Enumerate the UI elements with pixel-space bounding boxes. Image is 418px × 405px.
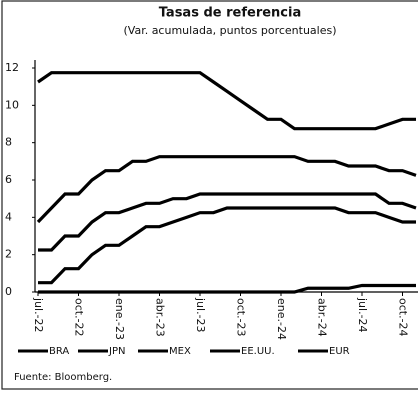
legend-label: EE.UU. bbox=[241, 346, 275, 357]
x-tick-label: oct.-24 bbox=[397, 298, 410, 337]
source: Fuente: Bloomberg. bbox=[14, 372, 112, 383]
frame bbox=[1, 0, 418, 390]
legend-label: MEX bbox=[169, 346, 191, 357]
y-tick-label: 10 bbox=[5, 98, 19, 111]
x-tick-label: oct.-23 bbox=[235, 298, 248, 337]
legend-label: JPN bbox=[108, 346, 125, 357]
chart-subtitle: (Var. acumulada, puntos porcentuales) bbox=[123, 24, 336, 37]
x-tick-label: abr.-24 bbox=[316, 298, 329, 337]
y-tick-label: 6 bbox=[5, 173, 12, 186]
y-tick-label: 12 bbox=[5, 61, 19, 74]
x-tick-label: oct.-22 bbox=[73, 298, 86, 337]
y-tick-label: 8 bbox=[5, 136, 12, 149]
series-line bbox=[37, 71, 416, 131]
y-tick-label: 2 bbox=[5, 248, 12, 261]
series-line bbox=[38, 192, 417, 252]
x-tick-label: jul.-24 bbox=[356, 297, 369, 333]
y-tick-label: 4 bbox=[5, 210, 12, 223]
y-tick-label: 0 bbox=[5, 285, 12, 298]
x-tick-label: abr.-23 bbox=[154, 298, 167, 337]
chart-title: Tasas de referencia bbox=[159, 6, 302, 21]
x-tick-label: jul.-22 bbox=[32, 297, 45, 333]
legend-label: BRA bbox=[49, 346, 69, 357]
legend-label: EUR bbox=[329, 346, 350, 357]
series-line bbox=[36, 155, 417, 224]
series-line bbox=[38, 206, 416, 285]
series-line bbox=[38, 283, 416, 294]
x-tick-label: ene.-23 bbox=[113, 298, 126, 340]
x-tick-label: jul.-23 bbox=[194, 297, 207, 333]
x-tick-label: ene.-24 bbox=[275, 298, 288, 340]
